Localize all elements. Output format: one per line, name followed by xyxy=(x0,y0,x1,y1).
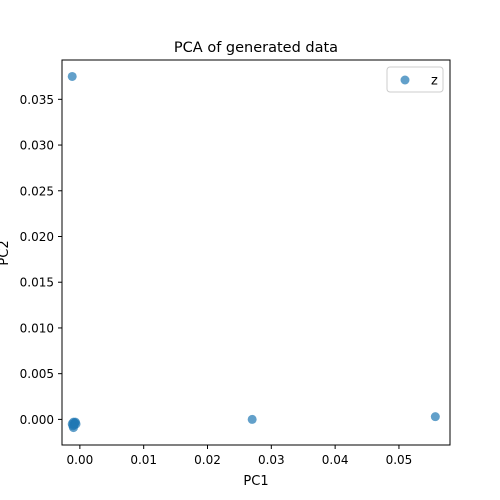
y-axis-title: PC2 xyxy=(0,240,12,265)
x-tick-label: 0.04 xyxy=(322,453,349,467)
scatter-point xyxy=(247,414,257,424)
y-axis-ticks: 0.000 0.005 0.010 0.015 0.020 0.025 0.030 0.035 xyxy=(20,93,62,427)
x-axis-ticks: 0.00 0.01 0.02 0.03 0.04 0.05 xyxy=(67,445,413,467)
legend-marker xyxy=(400,75,410,85)
y-tick-label: 0.010 xyxy=(20,321,54,335)
x-axis-title: PC1 xyxy=(243,474,268,489)
scatter-point xyxy=(67,71,77,81)
y-tick-label: 0.005 xyxy=(20,367,54,381)
y-tick-label: 0.030 xyxy=(20,139,54,153)
legend-box xyxy=(386,66,444,93)
x-tick-label: 0.02 xyxy=(194,453,221,467)
legend: z xyxy=(386,66,444,93)
scatter-point xyxy=(430,412,440,422)
x-tick-label: 0.03 xyxy=(258,453,285,467)
legend-label: z xyxy=(431,74,438,89)
y-tick-label: 0.025 xyxy=(20,184,54,198)
chart-title: PCA of generated data xyxy=(174,40,338,56)
y-tick-label: 0.000 xyxy=(20,413,54,427)
y-tick-label: 0.035 xyxy=(20,93,54,107)
scatter-point xyxy=(71,419,81,429)
plot-frame xyxy=(61,59,451,446)
x-tick-label: 0.01 xyxy=(130,453,157,467)
y-tick-label: 0.015 xyxy=(20,276,54,290)
y-tick-label: 0.020 xyxy=(20,230,54,244)
x-tick-label: 0.00 xyxy=(67,453,94,467)
points-layer xyxy=(67,71,440,433)
x-tick-label: 0.05 xyxy=(386,453,413,467)
